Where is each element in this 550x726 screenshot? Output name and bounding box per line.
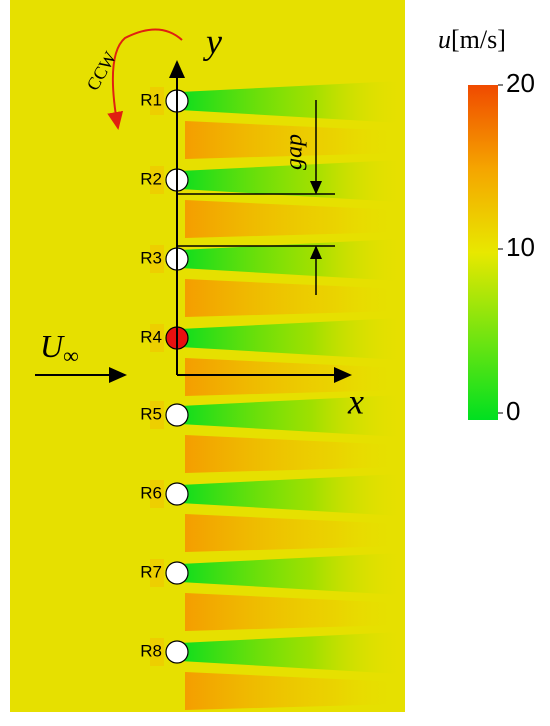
colorbar-tick-label: 10	[506, 232, 535, 262]
cylinder	[165, 482, 189, 506]
cylinder	[165, 403, 189, 427]
cylinder-label: R3	[140, 248, 162, 267]
jet	[185, 121, 400, 159]
stagnation	[150, 401, 164, 429]
jet	[185, 514, 400, 552]
stagnation	[150, 559, 164, 587]
jet	[185, 672, 400, 710]
cylinder-label: R4	[140, 327, 162, 346]
jet	[185, 200, 400, 238]
colorbar-symbol: u	[438, 25, 451, 54]
cylinder-label: R2	[140, 169, 162, 188]
colorbar-tick-label: 20	[506, 68, 535, 98]
gap-label: gap	[282, 134, 308, 170]
y-axis-label: y	[203, 21, 222, 61]
wake	[180, 318, 400, 360]
stagnation	[150, 87, 164, 115]
jet	[185, 593, 400, 631]
jet	[185, 435, 400, 473]
wake	[180, 239, 400, 281]
cylinder-label: R5	[140, 404, 162, 423]
flow-patterns	[150, 81, 400, 710]
cylinder-label: R1	[140, 90, 162, 109]
colorbar-title: u[m/s]	[438, 25, 506, 54]
wake	[180, 81, 400, 123]
cylinder-label: R6	[140, 483, 162, 502]
wake	[180, 632, 400, 674]
jet	[185, 279, 400, 317]
colorbar-tick-label: 0	[506, 396, 520, 426]
cylinders: R1 R2 R3 R4 R5 R6 R7 R8	[140, 89, 189, 664]
wake	[180, 474, 400, 516]
colorbar-ticks: 0 10 20	[498, 68, 535, 426]
colorbar-unit: [m/s]	[451, 25, 506, 54]
stagnation	[150, 245, 164, 273]
cylinder-label: R7	[140, 562, 162, 581]
cylinder	[165, 561, 189, 585]
inflow-symbol: U	[40, 328, 65, 364]
cylinder	[165, 640, 189, 664]
wake	[180, 160, 400, 202]
x-axis-label: x	[347, 381, 364, 421]
stagnation	[150, 166, 164, 194]
wake	[180, 553, 400, 595]
cylinder-label: R8	[140, 641, 162, 660]
inflow-label: U∞	[40, 328, 79, 368]
inflow-subscript: ∞	[63, 343, 79, 368]
colorbar	[468, 85, 498, 420]
wake	[180, 395, 400, 437]
rotation-arrow	[107, 28, 183, 130]
stagnation	[150, 638, 164, 666]
stagnation	[150, 480, 164, 508]
stagnation	[150, 324, 164, 352]
